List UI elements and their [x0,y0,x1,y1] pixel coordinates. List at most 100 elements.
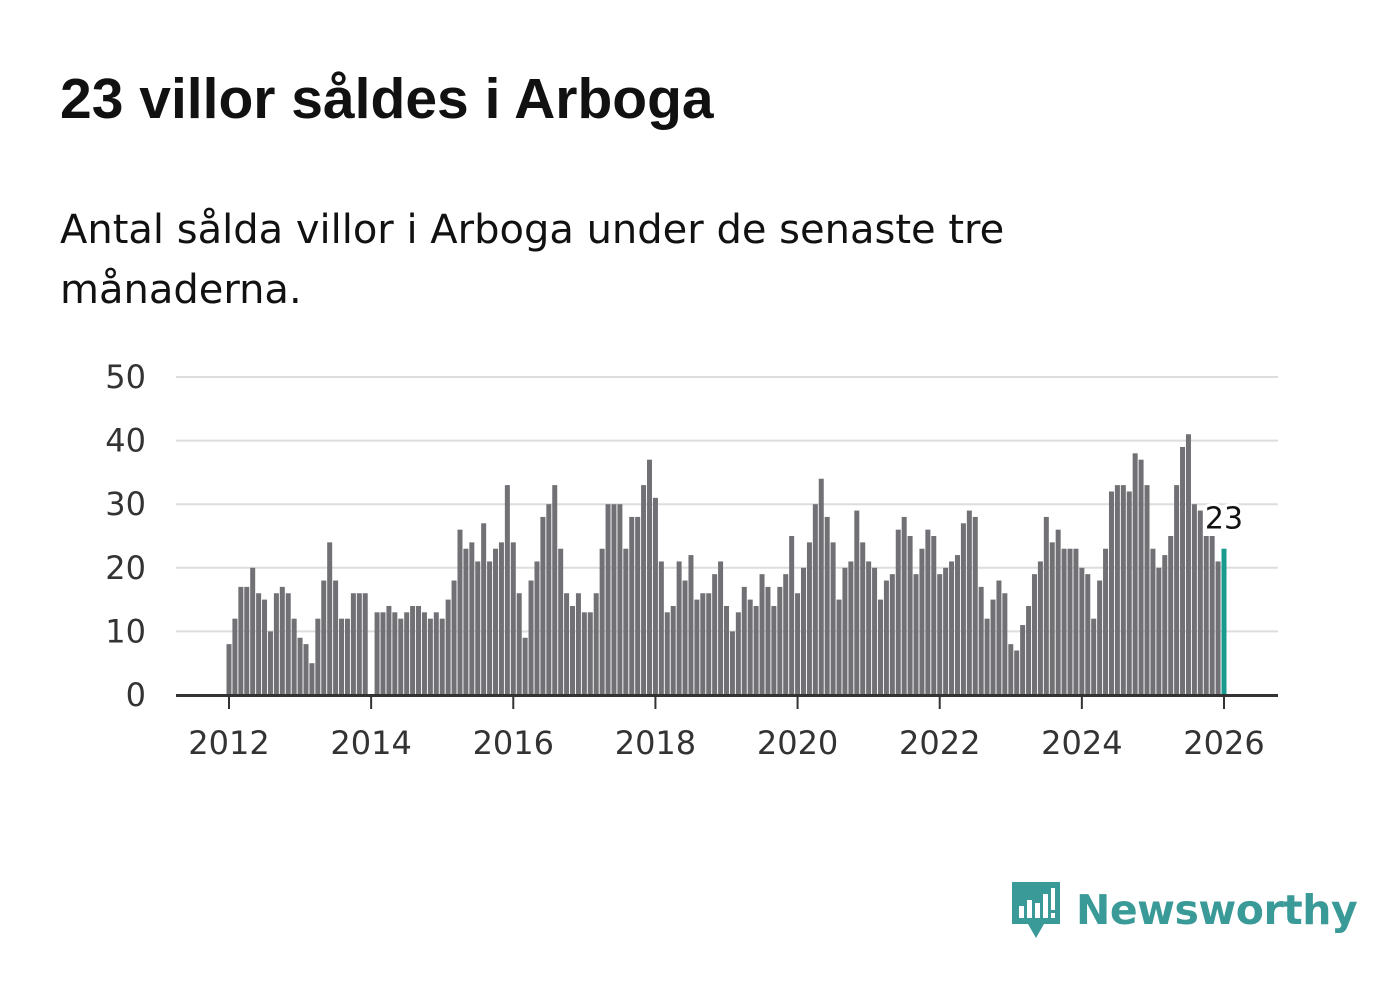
bar [439,618,445,695]
bar [1073,548,1079,695]
bar [599,548,605,695]
bar [895,529,901,695]
bar [587,612,593,695]
bar [883,580,889,695]
bar [759,574,765,695]
bar [729,631,735,695]
bar [771,605,777,695]
bar [421,612,427,695]
x-tick-label: 2022 [899,724,980,762]
bar [789,536,795,695]
bar [552,485,558,695]
bar [960,523,966,695]
bar [700,593,706,695]
bar [315,618,321,695]
bar [741,586,747,695]
bar [1144,485,1150,695]
bar [664,612,670,695]
bar [670,605,676,695]
bar [1049,542,1055,695]
bar [647,459,653,695]
bar [1103,548,1109,695]
bar [990,599,996,695]
y-tick-label: 30 [105,485,146,523]
bar [1197,510,1203,695]
bar [469,542,475,695]
bar [735,612,741,695]
bar [416,605,422,695]
bar [475,561,481,695]
y-tick-label: 40 [105,422,146,460]
bar [712,574,718,695]
bar [528,580,534,695]
bar [978,586,984,695]
bar [1085,574,1091,695]
bar [510,542,516,695]
bar [1126,491,1132,695]
bar [611,504,617,695]
bar [339,618,345,695]
bar [410,605,416,695]
bar [658,561,664,695]
bar [984,618,990,695]
bar [872,567,878,695]
bar [907,536,913,695]
y-tick-label: 50 [105,358,146,396]
bar [262,599,268,695]
bar [925,529,931,695]
bar [889,574,895,695]
bar [451,580,457,695]
bar [1215,561,1221,695]
bar [392,612,398,695]
bar [800,567,806,695]
bar [1132,453,1138,695]
bar [362,593,368,695]
bar-chart: 0 10 20 30 40 50 2012 2014 2016 2018 2020 2022 2024 2… [105,358,1278,762]
chart-subtitle: Antal sålda villor i Arboga under de sen… [60,207,1005,313]
bar [1002,593,1008,695]
x-tick-label: 2014 [330,724,411,762]
bar [1014,650,1020,695]
bar [753,605,759,695]
newsworthy-logo: Newsworthy [1010,878,1358,942]
bar [1079,567,1085,695]
bar [498,542,504,695]
bar [273,593,279,695]
bar [1108,491,1114,695]
bar [1138,459,1144,695]
bar [1020,625,1026,695]
bar [996,580,1002,695]
bar-latest [1221,548,1227,695]
bar [842,567,848,695]
bar [854,510,860,695]
bar [244,586,250,695]
bar [777,586,783,695]
bar [516,593,522,695]
bar [877,599,883,695]
newsworthy-brand-name: Newsworthy [1076,886,1358,934]
y-tick-label: 20 [105,549,146,587]
bar [522,637,528,695]
bar [1185,434,1191,695]
bar [1191,504,1197,695]
bar [350,593,356,695]
bar [931,536,937,695]
bar [575,593,581,695]
bar [285,593,291,695]
bar [232,618,238,695]
bar [1026,605,1032,695]
bar [445,599,451,695]
bar [652,497,658,695]
bar [682,580,688,695]
bar [374,612,380,695]
bar [1031,574,1037,695]
bar [504,485,510,695]
x-tick-label: 2018 [615,724,696,762]
bar [937,574,943,695]
bar [966,510,972,695]
bar [866,561,872,695]
bar [1091,618,1097,695]
bar [267,631,273,695]
bar [629,516,635,695]
x-tick-label: 2016 [473,724,554,762]
